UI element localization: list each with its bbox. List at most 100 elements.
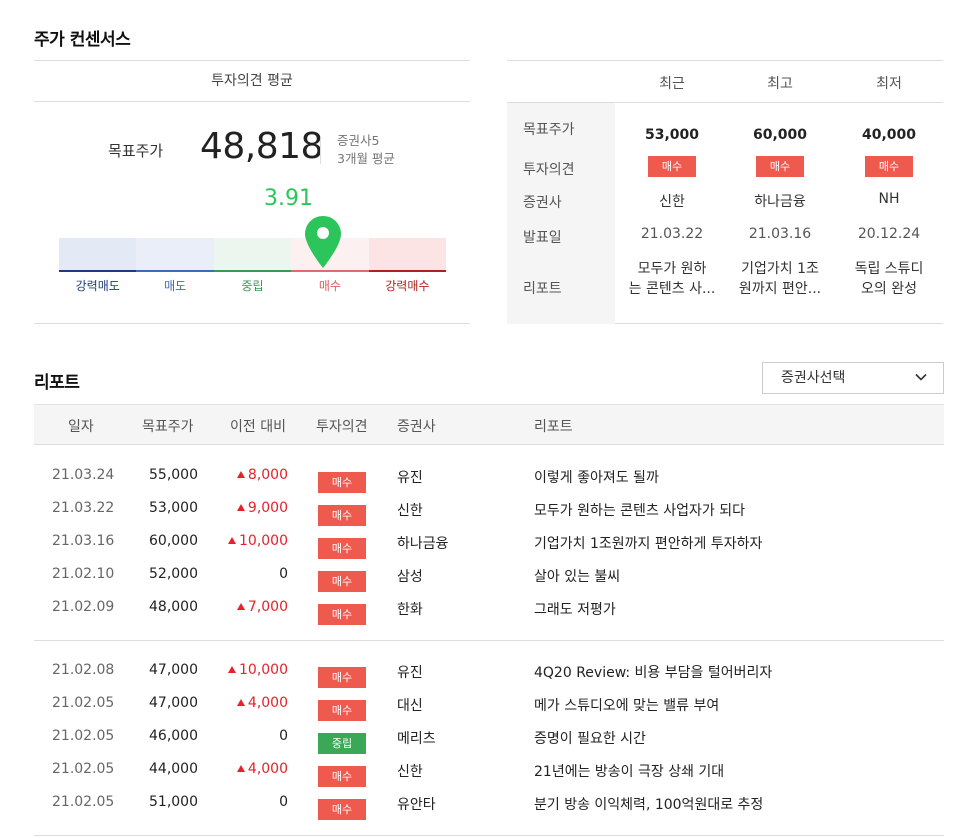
dropdown-label: 증권사선택 (781, 370, 846, 386)
row-change-value: 4,000 (247, 761, 288, 777)
recent-target-price: 53,000 (644, 127, 700, 143)
target-price-value: 48,818 (200, 126, 323, 167)
low-report-link[interactable]: 독립 스튜디 오의 완성 (834, 259, 944, 299)
row-report-title[interactable]: 4Q20 Review: 비용 부담을 털어버리자 (534, 665, 773, 681)
row-report-title[interactable]: 살아 있는 불씨 (534, 569, 621, 585)
row-report-title[interactable]: 기업가치 1조원까지 편안하게 투자하자 (534, 536, 763, 552)
row-change: 9,000 (204, 500, 288, 516)
row-report-title[interactable]: 모두가 원하는 콘텐츠 사업자가 되다 (534, 503, 745, 519)
gauge-label-strong-buy: 강력매수 (385, 279, 430, 293)
row-firm: 메리츠 (397, 731, 436, 747)
opinion-badge: 매수 (318, 571, 366, 592)
row-firm: 하나금융 (397, 536, 449, 552)
row-date: 21.02.08 (52, 662, 115, 678)
high-report-link[interactable]: 기업가치 1조 원까지 편안... (725, 259, 835, 299)
row-firm: 신한 (397, 764, 423, 780)
table-row[interactable]: 21.03.16 60,000 10,000 매수 하나금융 기업가치 1조원까지 편안하… (34, 526, 944, 559)
header-target-price: 목표주가 (142, 419, 194, 435)
row-change-value: 10,000 (239, 662, 288, 678)
row-target-price: 48,000 (149, 599, 198, 615)
column-header-high: 최고 (767, 76, 793, 92)
row-firm: 삼성 (397, 569, 423, 585)
row-firm: 신한 (397, 503, 423, 519)
row-firm: 유진 (397, 470, 423, 486)
row-label-date: 발표일 (523, 230, 562, 246)
table-row[interactable]: 21.02.10 52,000 0 매수 삼성 살아 있는 불씨 (34, 559, 944, 592)
row-date: 21.02.09 (52, 599, 115, 615)
row-label-report: 리포트 (523, 281, 562, 297)
recent-date: 21.03.22 (640, 226, 704, 242)
opinion-badge: 매수 (318, 799, 366, 820)
table-row[interactable]: 21.02.05 47,000 4,000 매수 대신 메가 스튜디오에 맞는 밸류 부여 (34, 688, 944, 721)
row-target-price: 51,000 (149, 794, 198, 810)
row-change: 0 (204, 794, 288, 810)
row-change-value: 0 (279, 794, 288, 810)
row-report-title[interactable]: 그래도 저평가 (534, 602, 616, 618)
table-row[interactable]: 21.02.05 44,000 4,000 매수 신한 21년에는 방송이 극장 상쇄 기… (34, 754, 944, 787)
row-change-value: 0 (279, 566, 288, 582)
row-report-title[interactable]: 21년에는 방송이 극장 상쇄 기대 (534, 764, 725, 780)
row-change-value: 4,000 (247, 695, 288, 711)
up-triangle-icon (236, 603, 245, 610)
row-target-price: 52,000 (149, 566, 198, 582)
low-opinion-badge: 매수 (865, 156, 913, 177)
gauge-labels: 강력매도 매도 중립 매수 강력매수 (59, 277, 446, 294)
row-target-price: 46,000 (149, 728, 198, 744)
row-report-title[interactable]: 메가 스튜디오에 맞는 밸류 부여 (534, 698, 720, 714)
consensus-title: 주가 컨센서스 (34, 30, 131, 50)
row-date: 21.02.05 (52, 761, 115, 777)
opinion-badge: 매수 (318, 472, 366, 493)
table-row[interactable]: 21.02.09 48,000 7,000 매수 한화 그래도 저평가 (34, 592, 944, 625)
recent-report-link[interactable]: 모두가 원하 는 콘텐츠 사... (617, 259, 727, 299)
location-pin-icon (304, 216, 341, 268)
opinion-score: 3.91 (264, 186, 313, 211)
up-triangle-icon (228, 666, 236, 673)
row-report-title[interactable]: 분기 방송 이익체력, 100억원대로 추정 (534, 797, 764, 813)
row-label-opinion: 투자의견 (523, 162, 575, 178)
up-triangle-icon (236, 765, 245, 772)
up-triangle-icon (236, 504, 245, 511)
table-row[interactable]: 21.03.22 53,000 9,000 매수 신한 모두가 원하는 콘텐츠 사업자가 … (34, 493, 944, 526)
opinion-badge: 매수 (318, 766, 366, 787)
row-header-background (507, 103, 615, 324)
row-report-title[interactable]: 이렇게 좋아져도 될까 (534, 470, 659, 486)
opinion-badge: 중립 (318, 733, 366, 754)
row-change-value: 0 (279, 728, 288, 744)
header-firm: 증권사 (397, 419, 436, 435)
row-change: 10,000 (204, 533, 288, 549)
row-firm: 대신 (397, 698, 423, 714)
divider (507, 102, 943, 103)
row-date: 21.02.05 (52, 695, 115, 711)
header-opinion: 투자의견 (316, 419, 368, 435)
row-firm: 유안타 (397, 797, 436, 813)
table-row[interactable]: 21.02.08 47,000 10,000 매수 유진 4Q20 Review: 비용 … (34, 655, 944, 688)
low-target-price: 40,000 (861, 127, 917, 143)
low-firm: NH (878, 191, 900, 207)
row-label-firm: 증권사 (523, 195, 562, 211)
gauge-segment-neutral (213, 238, 292, 272)
gauge-label-strong-sell: 강력매도 (75, 279, 120, 293)
opinion-gauge (59, 238, 447, 272)
report-title-line: 오의 완성 (861, 281, 917, 297)
row-target-price: 47,000 (149, 662, 198, 678)
target-price-label: 목표주가 (108, 142, 164, 160)
row-change: 10,000 (204, 662, 288, 678)
consensus-table: 최근 최고 최저 목표주가 투자의견 증권사 발표일 리포트 53,000 매수… (507, 60, 943, 324)
report-title-line: 독립 스튜디 (854, 261, 924, 277)
firm-select-dropdown[interactable]: 증권사선택 (762, 362, 944, 394)
row-date: 21.03.24 (52, 467, 115, 483)
table-row[interactable]: 21.02.05 46,000 0 중립 메리츠 증명이 필요한 시간 (34, 721, 944, 754)
up-triangle-icon (228, 537, 236, 544)
row-firm: 유진 (397, 665, 423, 681)
row-label-target-price: 목표주가 (523, 122, 575, 138)
row-change-value: 9,000 (247, 500, 288, 516)
table-row[interactable]: 21.03.24 55,000 8,000 매수 유진 이렇게 좋아져도 될까 (34, 460, 944, 493)
header-report: 리포트 (534, 419, 573, 435)
row-report-title[interactable]: 증명이 필요한 시간 (534, 731, 646, 747)
opinion-badge: 매수 (318, 538, 366, 559)
table-row[interactable]: 21.02.05 51,000 0 매수 유안타 분기 방송 이익체력, 100억원대로 … (34, 787, 944, 820)
row-change: 4,000 (204, 695, 288, 711)
recent-firm: 신한 (659, 194, 685, 210)
row-change-value: 8,000 (247, 467, 288, 483)
row-target-price: 55,000 (149, 467, 198, 483)
